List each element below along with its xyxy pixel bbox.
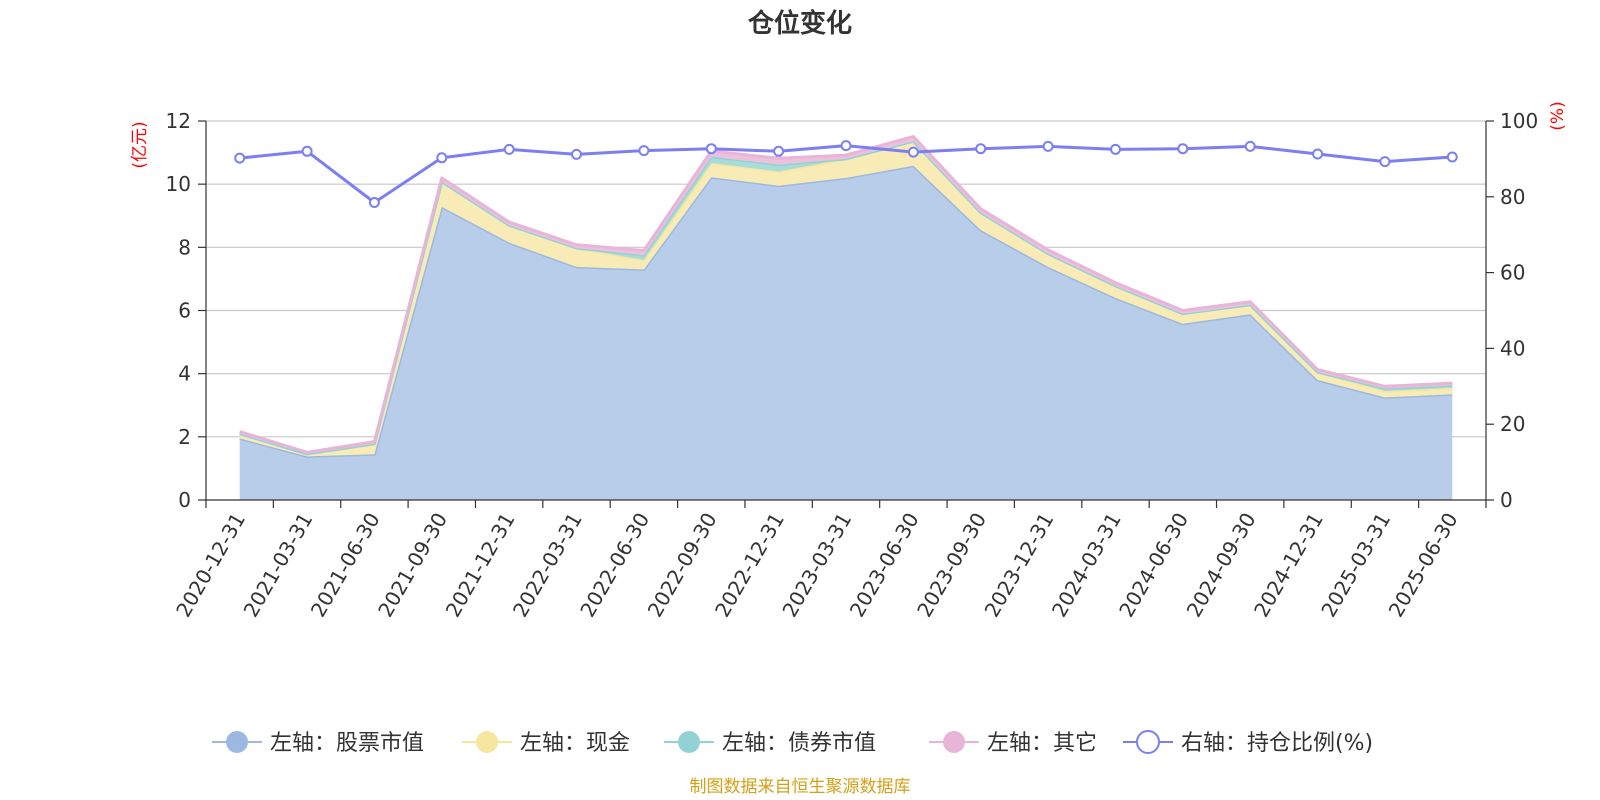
ratio-point [773,145,785,157]
x-tick-label: 2023-09-30 [912,509,991,622]
ratio-point [368,197,380,208]
ratio-point [638,145,650,157]
x-tick-label: 2023-06-30 [845,509,924,622]
line-series [234,140,1458,208]
x-tick-label: 2024-09-30 [1182,509,1261,622]
ratio-point [705,143,717,155]
ratio-point [1042,140,1054,152]
ratio-point [975,143,987,155]
area-line [239,135,1453,454]
right-tick-label: 40 [1500,336,1525,360]
right-tick-label: 80 [1500,185,1525,209]
legend-marker [226,731,248,753]
ratio-point [1244,140,1256,152]
x-tick-label: 2023-03-31 [777,509,856,622]
legend-label: 左轴：其它 [987,731,1097,756]
left-tick-label: 12 [166,109,191,133]
ratio-point [1446,151,1458,163]
x-tick-label: 2021-09-30 [373,509,452,622]
x-tick-label: 2022-12-31 [710,509,789,622]
x-tick-label: 2022-09-30 [643,509,722,622]
right-axis-unit: (%) [1548,101,1568,130]
ratio-point [907,146,919,158]
x-tick-label: 2021-12-31 [441,509,520,622]
right-tick-label: 0 [1500,488,1513,512]
x-tick-label: 2024-06-30 [1114,509,1193,622]
x-tick-label: 2024-03-31 [1047,509,1126,622]
left-axis-unit: (亿元) [130,121,150,168]
legend-marker [678,731,700,753]
legend-label: 左轴：现金 [520,731,630,756]
left-tick-label: 10 [166,172,191,196]
x-tick-label: 2022-06-30 [575,509,654,622]
legend-label: 左轴：债券市值 [722,731,876,756]
ratio-point [840,140,852,152]
ratio-point [234,152,246,164]
left-tick-label: 2 [178,425,191,449]
left-tick-label: 6 [178,299,191,323]
x-tick-label: 2021-03-31 [239,509,318,622]
left-tick-label: 4 [178,362,191,386]
area-series [239,135,1453,501]
right-tick-label: 20 [1500,412,1525,436]
x-tick-label: 2022-03-31 [508,509,587,622]
x-tick-label: 2021-06-30 [306,509,385,622]
ratio-point [436,152,448,164]
x-tick-label: 2023-12-31 [980,509,1059,622]
ratio-point [503,143,515,155]
legend-marker [476,731,498,753]
x-tick-label: 2025-06-30 [1384,509,1463,622]
left-tick-label: 8 [178,235,191,259]
x-tick-label: 2024-12-31 [1249,509,1328,622]
x-tick-label: 2025-03-31 [1316,509,1395,622]
legend-marker [943,731,965,753]
legend-label: 右轴：持仓比例(%) [1181,731,1373,756]
area-fill [239,165,1453,501]
right-tick-label: 60 [1500,261,1525,285]
ratio-point [1110,143,1121,155]
ratio-point [1379,156,1391,168]
legend-marker [1136,730,1160,754]
ratio-point [571,148,582,160]
x-tick-label: 2020-12-31 [171,509,250,622]
left-tick-label: 0 [178,488,191,512]
right-tick-label: 100 [1500,109,1538,133]
legend: 左轴：股票市值 左轴：现金 左轴：债券市值 左轴：其它 右轴：持仓比例(%) [212,730,1373,756]
chart-title: 仓位变化 [747,8,852,39]
ratio-point [301,145,313,157]
ratio-point [1312,148,1324,160]
legend-label: 左轴：股票市值 [270,731,424,756]
ratio-point [1177,143,1189,155]
source-note: 制图数据来自恒生聚源数据库 [690,777,911,797]
